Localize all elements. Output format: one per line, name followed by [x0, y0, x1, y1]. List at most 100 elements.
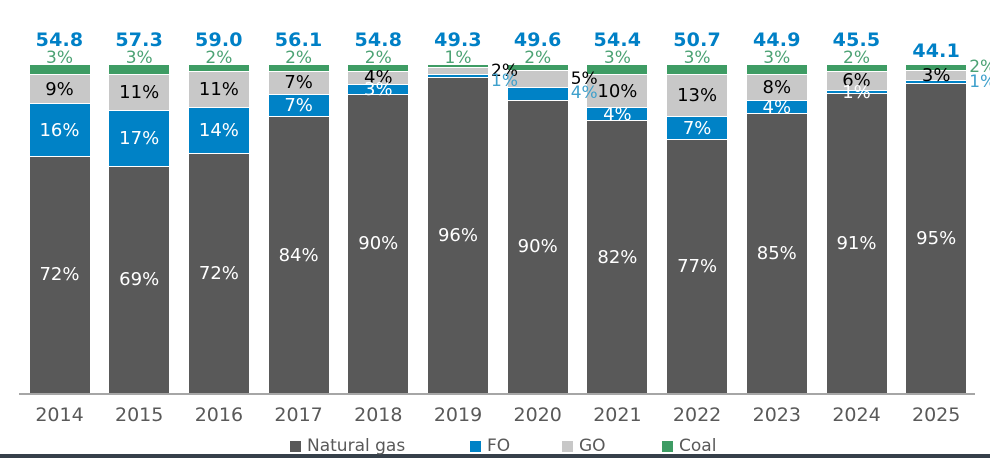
segment-value-label: 8% — [762, 76, 792, 98]
total-value-label: 45.5 — [832, 29, 881, 51]
legend-item-label: Natural gas — [307, 436, 406, 456]
segment-fo: 3% — [348, 80, 409, 99]
segment-value-label: 11% — [119, 81, 160, 103]
segment-value-label-outside: 5% — [570, 68, 598, 89]
bar-column: 8% 4% 85% — [746, 65, 807, 393]
segment-fo — [906, 81, 967, 85]
segment-value-label: 95% — [916, 228, 957, 250]
bottom-border-rule — [0, 454, 990, 458]
segment-value-label: 85% — [756, 243, 797, 265]
segment-go: 11% — [109, 74, 170, 111]
segment-fo: 14% — [188, 108, 249, 155]
segment-ng: 84% — [268, 117, 329, 393]
legend-item-label: Coal — [679, 436, 717, 456]
total-value-label: 49.3 — [434, 29, 482, 51]
segment-value-label: 72% — [39, 264, 80, 286]
segment-value-label-outside: 2% — [491, 60, 518, 81]
segment-value-label: 77% — [677, 256, 718, 278]
segment-ng: 82% — [587, 121, 648, 393]
segment-value-label: 9% — [45, 78, 74, 100]
segment-go: 9% — [29, 74, 90, 105]
legend-item-go: GO — [562, 436, 606, 456]
segment-value-label-outside: 4% — [570, 83, 598, 104]
bar-column: 7% 7% 84% — [268, 65, 329, 393]
year-axis-label: 2017 — [274, 404, 323, 426]
segment-ng: 72% — [29, 156, 90, 393]
segment-value-label: 1% — [842, 81, 871, 103]
year-axis-label: 2019 — [433, 404, 483, 426]
year-axis-label: 2021 — [593, 404, 642, 426]
segment-go: 4% — [348, 68, 409, 87]
coal-value-label-above: 2% — [524, 48, 552, 68]
total-value-label: 54.8 — [35, 29, 84, 51]
segment-ng: 69% — [109, 166, 170, 393]
legend-item-coal: Coal — [662, 436, 716, 456]
coal-value-label-above: 2% — [285, 48, 313, 68]
segment-value-label: 91% — [836, 233, 877, 255]
segment-coal — [109, 65, 170, 75]
bar-column: 13% 7% 77% — [667, 65, 728, 393]
year-axis-label: 2014 — [35, 404, 84, 426]
segment-go: 3% — [906, 66, 967, 85]
year-axis-label: 2016 — [194, 404, 244, 426]
segment-go: 6% — [826, 70, 887, 92]
segment-fo — [428, 74, 488, 79]
year-axis-label: 2018 — [354, 404, 403, 426]
coal-value-label-above: 3% — [125, 48, 153, 68]
total-value-label: 59.0 — [195, 29, 243, 51]
bar-column: 4% 3% 90% — [348, 65, 409, 393]
segment-value-label: 4% — [364, 67, 393, 89]
year-axis-label: 2015 — [115, 404, 164, 426]
segment-fo: 1% — [826, 83, 887, 102]
total-value-label: 44.9 — [752, 29, 801, 51]
legend-item-fo: FO — [470, 436, 510, 456]
segment-value-label: 4% — [603, 103, 632, 125]
year-axis-label: 2023 — [752, 404, 801, 426]
total-value-label: 44.1 — [912, 40, 961, 62]
segment-value-label: 6% — [842, 70, 871, 92]
segment-value-label: 7% — [284, 94, 313, 116]
segment-coal — [587, 65, 648, 75]
bar-column: 11% 17% 69% — [109, 65, 170, 393]
segment-fo: 16% — [29, 104, 90, 157]
coal-value-label-above: 3% — [46, 48, 73, 68]
segment-fo: 4% — [746, 96, 807, 118]
coal-value-label-above: 2% — [364, 48, 392, 68]
segment-value-label: 16% — [39, 119, 80, 141]
segment-coal — [667, 65, 728, 75]
segment-fo: 17% — [109, 110, 170, 167]
bar-column: 6% 1% 91% — [826, 65, 887, 393]
segment-ng: 90% — [507, 100, 568, 393]
segment-value-label: 11% — [198, 78, 239, 100]
legend-item-label: FO — [487, 436, 511, 456]
segment-fo — [507, 87, 568, 101]
year-axis-label: 2022 — [672, 404, 722, 426]
segment-value-label: 84% — [278, 244, 319, 266]
coal-value-label-above: 2% — [205, 48, 233, 68]
segment-go: 13% — [667, 74, 728, 118]
coal-value-label-above: 3% — [763, 48, 791, 68]
segment-value-label: 4% — [762, 96, 792, 118]
coal-value-label-above: 1% — [444, 48, 472, 68]
segment-value-label: 90% — [517, 236, 558, 258]
segment-value-label: 90% — [358, 233, 399, 255]
bar-column: 10% 4% 82% — [587, 65, 648, 393]
total-value-label: 54.8 — [354, 29, 403, 51]
legend-item-label: GO — [579, 436, 606, 456]
segment-fo: 7% — [268, 94, 329, 118]
segment-ng: 95% — [906, 84, 967, 393]
segment-value-label: 82% — [597, 246, 638, 268]
bar-column: 90% — [507, 65, 568, 393]
segment-coal — [826, 65, 887, 72]
segment-ng: 72% — [188, 154, 249, 393]
segment-coal — [188, 65, 249, 72]
coal-value-label-above: 3% — [683, 48, 711, 68]
total-value-label: 49.6 — [513, 29, 562, 51]
legend-swatch-icon — [470, 440, 481, 452]
segment-ng: 91% — [826, 94, 887, 393]
segment-value-label: 72% — [198, 263, 239, 285]
segment-value-label: 14% — [198, 120, 239, 142]
total-value-label: 50.7 — [673, 29, 721, 51]
segment-value-label: 17% — [119, 127, 160, 149]
